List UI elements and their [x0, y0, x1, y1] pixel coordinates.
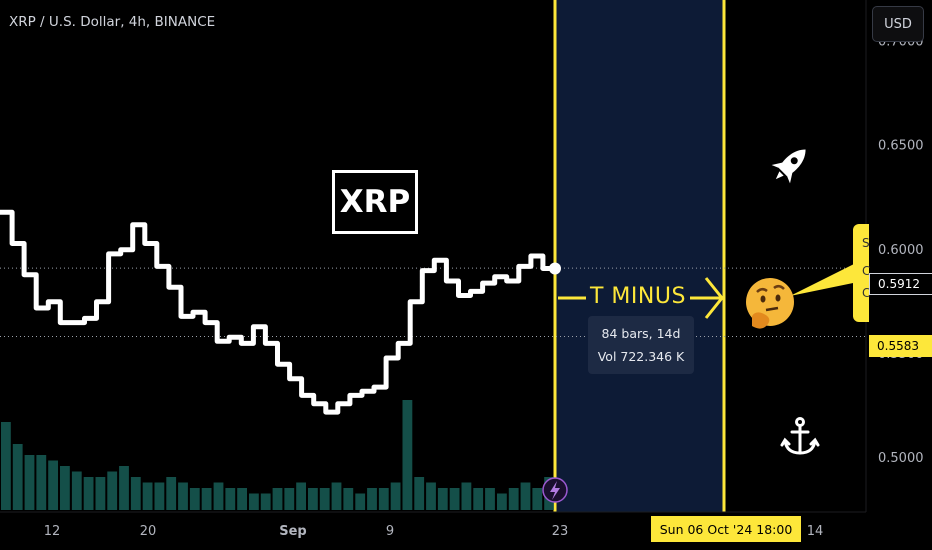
time-axis: 12 20 Sep 9 23 14	[44, 524, 824, 539]
range-volume-label: Vol 722.346 K	[597, 349, 685, 364]
volume-bar	[107, 471, 118, 510]
volume-bar	[36, 455, 47, 510]
cursor-date-tag: Sun 06 Oct '24 18:00	[651, 516, 801, 542]
volume-bar	[485, 488, 495, 510]
volume-bar	[343, 488, 354, 510]
volume-bar	[390, 482, 401, 510]
range-info-box: 84 bars, 14d Vol 722.346 K	[588, 316, 694, 374]
volume-bar	[520, 482, 531, 510]
price-tick-label: 0.6500	[878, 139, 924, 154]
last-price-point	[549, 262, 561, 275]
time-tick-label: 12	[44, 524, 61, 539]
time-tick-label: 23	[552, 524, 569, 539]
volume-bar	[426, 482, 436, 510]
callout-letter: C	[862, 264, 871, 278]
time-tick-label: 14	[807, 524, 824, 539]
time-tick-label: Sep	[279, 524, 307, 539]
price-tick-label: 0.6000	[878, 243, 924, 258]
reference-lines	[0, 267, 866, 338]
volume-bar	[378, 488, 389, 510]
countdown-arrowhead	[704, 277, 724, 319]
volume-bar	[130, 477, 141, 510]
volume-bar	[201, 488, 212, 510]
callout-pointer	[790, 262, 858, 296]
volume-bar	[272, 488, 283, 510]
volume-bar	[178, 482, 188, 510]
volume-bar	[414, 477, 425, 510]
price-tick-label: 0.5000	[878, 451, 924, 466]
volume-bar	[142, 482, 153, 510]
volume-bar	[532, 488, 543, 510]
volume-bar	[249, 493, 259, 510]
range-bars-label: 84 bars, 14d	[601, 326, 681, 341]
projection-range	[555, 0, 724, 512]
callout-box: S C C	[853, 224, 871, 322]
volume-bar	[225, 488, 236, 510]
volume-bar	[473, 488, 484, 510]
volume-bar	[402, 400, 413, 510]
volume-bar	[237, 488, 247, 510]
thinking-face-icon	[746, 278, 794, 329]
volume-bar	[12, 444, 23, 510]
volume-bars	[1, 400, 554, 510]
volume-bar	[437, 488, 448, 510]
time-tick-label: 20	[140, 524, 157, 539]
level-price-tag: 0.5583	[869, 335, 932, 357]
symbol-title[interactable]: XRP / U.S. Dollar, 4h, BINANCE	[9, 14, 216, 30]
volume-bar	[83, 477, 94, 510]
volume-bar	[284, 488, 295, 510]
price-line	[0, 209, 555, 415]
currency-button[interactable]: USD	[872, 6, 924, 42]
volume-bar	[260, 493, 271, 510]
rocket-icon	[771, 149, 806, 184]
volume-bar	[24, 455, 35, 510]
anchor-icon	[780, 417, 820, 455]
xrp-logo-box: XRP	[332, 170, 418, 234]
countdown-label: T MINUS	[586, 284, 690, 309]
volume-bar	[119, 466, 129, 510]
price-line-group	[0, 209, 561, 415]
volume-bar	[154, 482, 165, 510]
volume-bar	[461, 482, 472, 510]
volume-bar	[71, 471, 82, 510]
volume-bar	[319, 488, 330, 510]
volume-bar	[367, 488, 377, 510]
volume-bar	[449, 488, 460, 510]
volume-bar	[95, 477, 106, 510]
volume-bar	[331, 482, 342, 510]
volume-bar	[189, 488, 200, 510]
current-price-tag: 0.5912	[869, 273, 932, 295]
lightning-icon[interactable]	[542, 477, 568, 503]
callout-letter: S	[862, 236, 870, 250]
volume-bar	[1, 422, 11, 510]
time-tick-label: 9	[386, 524, 394, 539]
volume-bar	[60, 466, 70, 510]
volume-bar	[166, 477, 177, 510]
volume-bar	[296, 482, 306, 510]
volume-bar	[355, 493, 366, 510]
volume-bar	[308, 488, 318, 510]
volume-bar	[497, 493, 507, 510]
volume-bar	[508, 488, 519, 510]
volume-bar	[48, 460, 58, 510]
callout-letter: C	[862, 286, 871, 300]
volume-bar	[213, 482, 224, 510]
xrp-logo-text: XRP	[339, 184, 411, 220]
